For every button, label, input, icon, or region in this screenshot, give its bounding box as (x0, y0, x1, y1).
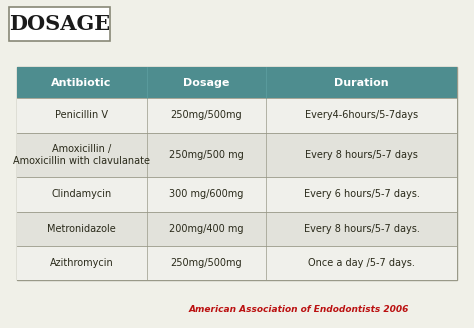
Text: Clindamycin: Clindamycin (52, 190, 112, 199)
Bar (17, 177, 457, 212)
Text: Azithromycin: Azithromycin (50, 258, 113, 268)
Text: Every 8 hours/5-7 days: Every 8 hours/5-7 days (305, 150, 418, 160)
Bar (17, 67, 457, 98)
Bar (17, 67, 457, 280)
Bar (17, 212, 457, 246)
Text: Every 8 hours/5-7 days.: Every 8 hours/5-7 days. (303, 224, 419, 234)
Text: 300 mg/600mg: 300 mg/600mg (169, 190, 243, 199)
Text: Amoxicillin /
Amoxicillin with clavulanate: Amoxicillin / Amoxicillin with clavulana… (13, 144, 150, 166)
Text: Every4-6hours/5-7days: Every4-6hours/5-7days (305, 110, 418, 120)
Bar (17, 98, 457, 133)
Text: 250mg/500mg: 250mg/500mg (170, 110, 242, 120)
Text: 250mg/500mg: 250mg/500mg (170, 258, 242, 268)
Text: Antibiotic: Antibiotic (51, 78, 112, 88)
Bar (17, 133, 457, 177)
Text: Penicillin V: Penicillin V (55, 110, 108, 120)
Text: 200mg/400 mg: 200mg/400 mg (169, 224, 243, 234)
Text: Metronidazole: Metronidazole (47, 224, 116, 234)
Text: Dosage: Dosage (183, 78, 229, 88)
FancyBboxPatch shape (9, 7, 110, 41)
Text: American Association of Endodontists 2006: American Association of Endodontists 200… (189, 305, 409, 315)
Text: Duration: Duration (334, 78, 389, 88)
Text: Once a day /5-7 days.: Once a day /5-7 days. (308, 258, 415, 268)
Text: 250mg/500 mg: 250mg/500 mg (169, 150, 244, 160)
Text: DOSAGE: DOSAGE (9, 14, 110, 34)
Bar (17, 246, 457, 280)
Text: Every 6 hours/5-7 days.: Every 6 hours/5-7 days. (303, 190, 419, 199)
